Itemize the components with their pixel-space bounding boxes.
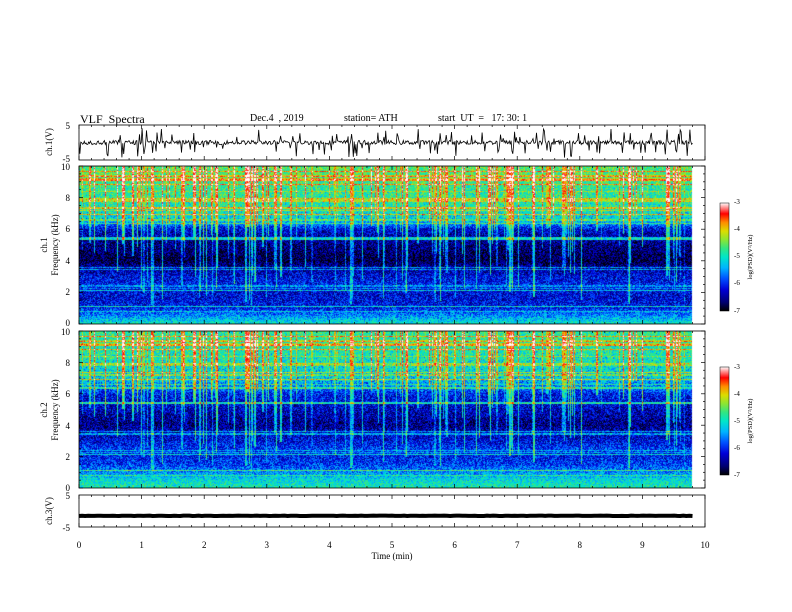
ch2-colorbar-tick-4: -4 (734, 390, 740, 398)
ch2-freq-tick-0: 0 (66, 483, 71, 493)
ch1-freq-tick-8: 8 (66, 193, 71, 203)
ch1-heatmap (79, 166, 705, 324)
ch2-colorbar-tick-6: -6 (734, 444, 740, 452)
ch2-freq-tick-8: 8 (66, 358, 71, 368)
time-tick-5: 5 (390, 540, 395, 550)
ch1-colorbar-tick-5: -5 (734, 252, 740, 260)
ch1-colorbar-tick-7: -7 (734, 307, 740, 315)
ch3-waveform-panel: 5 -5 ch.3(V) 0 1 2 3 4 5 6 7 8 9 10 Time… (44, 491, 710, 561)
ch1-colorbar (719, 202, 730, 312)
time-tick-7: 7 (515, 540, 520, 550)
time-axis-tick-labels: 0 1 2 3 4 5 6 7 8 9 10 (77, 540, 710, 550)
ch1-freq-tick-0: 0 (66, 318, 71, 328)
ch1-freq-tick-2: 2 (66, 287, 71, 297)
ch2-spec-ylabel-freq: Frequency (kHz) (50, 379, 60, 440)
ch1-colorbar-tick-6: -6 (734, 279, 740, 287)
axis-ticks (78, 125, 706, 527)
ch2-freq-tick-4: 4 (66, 421, 71, 431)
start-time-label: start UT = 17: 30: 1 (438, 113, 528, 124)
time-tick-10: 10 (701, 540, 711, 550)
ch2-colorbar-tick-3: -3 (734, 363, 740, 371)
ch1-freq-tick-10: 10 (61, 162, 71, 172)
station-label: station= ATH (344, 113, 398, 124)
ch3-ylabel: ch.3(V) (44, 497, 54, 525)
ch1-waveform-panel: 5 -5 ch.1(V) (44, 121, 706, 164)
ch2-spec-ylabel-channel: ch.2 (39, 402, 49, 417)
ch2-freq-tick-6: 6 (66, 389, 71, 399)
ch2-colorbar-tick-5: -5 (734, 417, 740, 425)
ch2-freq-tick-10: 10 (61, 327, 71, 337)
ch2-spectrogram-panel: 10 8 6 4 2 0 ch.2 Frequency (kHz) -3 -4 … (39, 327, 754, 493)
ch1-spec-ylabel-freq: Frequency (kHz) (50, 214, 60, 275)
ch1-spec-ylabel-channel: ch.1 (39, 237, 49, 252)
ch1-colorbar-tick-4: -4 (734, 225, 740, 233)
ch1-ytick-top: 5 (66, 121, 71, 131)
time-tick-2: 2 (202, 540, 207, 550)
time-tick-4: 4 (327, 540, 332, 550)
ch1-freq-tick-4: 4 (66, 256, 71, 266)
ch1-heatmap-container (79, 166, 705, 324)
ch3-frame (78, 494, 706, 528)
ch2-colorbar-tick-7: -7 (734, 471, 740, 479)
ch1-ylabel: ch.1(V) (44, 128, 54, 156)
time-tick-8: 8 (578, 540, 583, 550)
ch2-heatmap-container (79, 331, 705, 488)
ch3-ytick-bottom: -5 (63, 523, 71, 533)
ch1-spectrogram-panel: 10 8 6 4 2 0 ch.1 Frequency (kHz) -3 -4 … (39, 162, 754, 328)
time-tick-9: 9 (640, 540, 645, 550)
time-tick-6: 6 (452, 540, 457, 550)
time-tick-3: 3 (265, 540, 270, 550)
time-tick-0: 0 (77, 540, 82, 550)
ch2-heatmap (79, 331, 705, 488)
time-axis-label: Time (min) (372, 551, 413, 561)
ch1-trace (78, 127, 693, 158)
ch1-freq-tick-6: 6 (66, 224, 71, 234)
ch1-ytick-bottom: -5 (63, 154, 71, 164)
ch2-colorbar (719, 366, 730, 476)
ch2-freq-tick-2: 2 (66, 452, 71, 462)
ch2-colorbar-label: log(PSD)(V²/Hz) (747, 399, 754, 444)
ch1-colorbar-label: log(PSD)(V²/Hz) (747, 235, 754, 280)
ch1-colorbar-tick-3: -3 (734, 198, 740, 206)
time-tick-1: 1 (139, 540, 144, 550)
date-label: Dec.4 , 2019 (250, 113, 304, 124)
figure-title: VLF Spectra (80, 112, 145, 126)
ch3-ytick-top: 5 (66, 491, 71, 501)
